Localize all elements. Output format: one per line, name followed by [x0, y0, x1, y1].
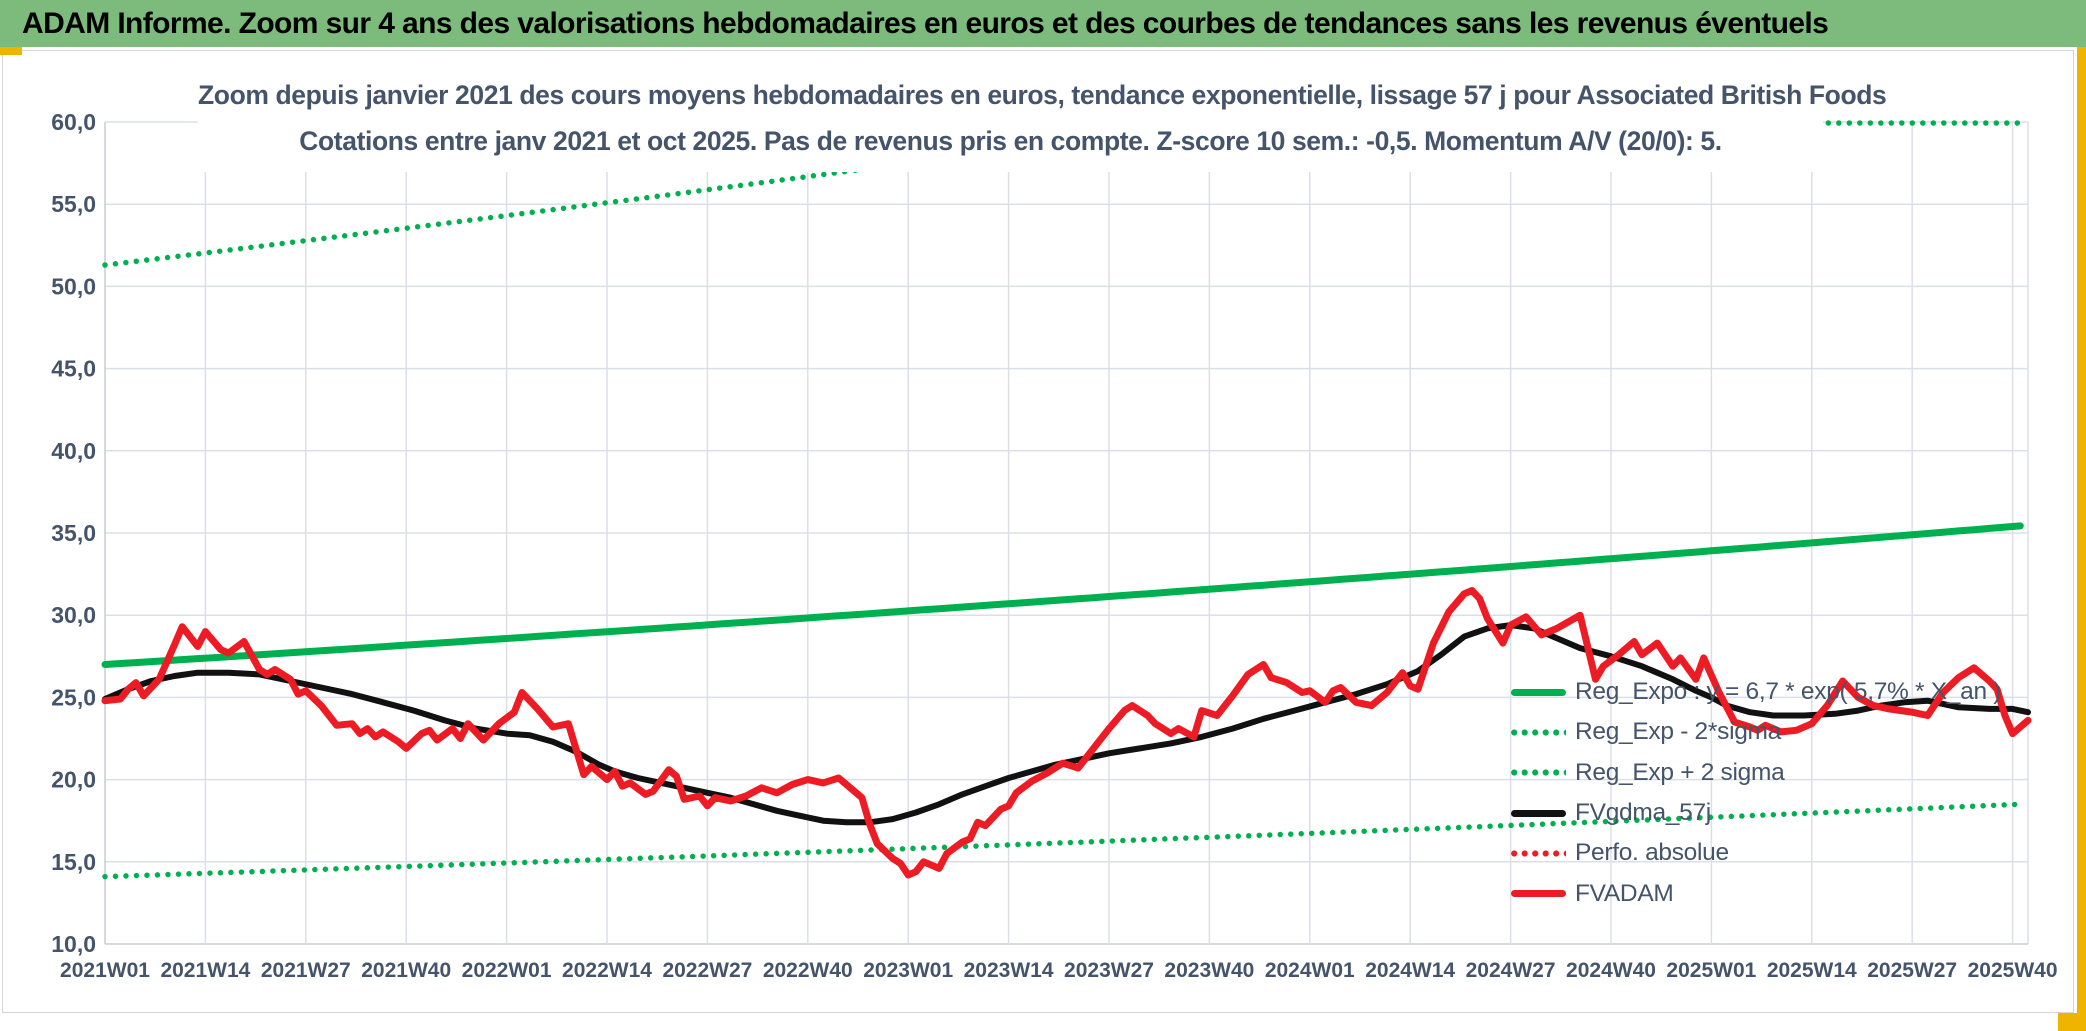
legend-item-reg-exp-plus-2sigma[interactable]: Reg_Exp + 2 sigma: [1511, 753, 2001, 793]
chart-subtitle: Cotations entre janv 2021 et oct 2025. P…: [299, 126, 1722, 156]
chart-panel[interactable]: [2, 50, 2074, 1013]
legend-label: Reg_Exp + 2 sigma: [1575, 758, 1785, 786]
x-tick-label: 2021W40: [361, 959, 451, 982]
y-tick-label: 45,0: [51, 356, 96, 382]
legend-marker-dotted-line-icon: [1511, 849, 1566, 857]
y-tick-label: 25,0: [51, 684, 96, 710]
x-tick-label: 2022W01: [462, 959, 552, 982]
x-tick-label: 2024W27: [1466, 959, 1556, 982]
legend-item-fvgdma-57j[interactable]: FVgdma_57j: [1511, 793, 2001, 833]
legend-label: Reg_Expo : y = 6,7 * exp( 5,7% * X_an ): [1575, 678, 2002, 706]
x-tick-label: 2022W27: [662, 959, 752, 982]
legend-item-reg-exp-minus-2sigma[interactable]: Reg_Exp - 2*sigma: [1511, 712, 2001, 752]
x-tick-label: 2025W14: [1767, 959, 1857, 982]
y-tick-label: 10,0: [51, 931, 96, 957]
x-tick-label: 2021W14: [160, 959, 250, 982]
x-tick-label: 2024W01: [1265, 959, 1355, 982]
x-tick-label: 2023W27: [1064, 959, 1154, 982]
x-tick-label: 2023W14: [964, 959, 1054, 982]
legend-label: Perfo. absolue: [1575, 839, 1729, 867]
legend-label: FVADAM: [1575, 879, 1674, 907]
x-tick-label: 2021W27: [261, 959, 351, 982]
chart-title-box: Zoom depuis janvier 2021 des cours moyen…: [198, 72, 1887, 172]
x-tick-label: 2025W40: [1968, 959, 2058, 982]
series-reg-exp-minus-2sigma: [102, 801, 2024, 880]
legend-marker-dotted-line-icon: [1511, 769, 1566, 777]
series-fvadam: [101, 587, 2032, 879]
yellow-accent-chip: [0, 47, 22, 55]
x-tick-label: 2022W40: [763, 959, 853, 982]
y-tick-label: 55,0: [51, 191, 96, 217]
legend-marker-dotted-line-icon: [1511, 728, 1566, 736]
chart-legend: Reg_Expo : y = 6,7 * exp( 5,7% * X_an ) …: [1511, 672, 2001, 914]
legend-marker-line-icon: [1511, 688, 1566, 696]
legend-label: FVgdma_57j: [1575, 799, 1711, 827]
legend-item-fvadam[interactable]: FVADAM: [1511, 873, 2001, 913]
y-tick-label: 30,0: [51, 602, 96, 628]
legend-label: Reg_Exp - 2*sigma: [1575, 718, 1781, 746]
x-tick-label: 2023W01: [863, 959, 953, 982]
y-tick-label: 50,0: [51, 273, 96, 299]
legend-marker-line-icon: [1511, 809, 1566, 817]
y-tick-label: 60,0: [51, 109, 96, 135]
y-tick-label: 15,0: [51, 849, 96, 875]
x-tick-label: 2021W01: [60, 959, 150, 982]
y-tick-label: 20,0: [51, 767, 96, 793]
y-tick-label: 35,0: [51, 520, 96, 546]
x-tick-label: 2022W14: [562, 959, 652, 982]
x-tick-label: 2025W27: [1867, 959, 1957, 982]
legend-marker-line-icon: [1511, 890, 1566, 898]
legend-item-perfo-absolue[interactable]: Perfo. absolue: [1511, 833, 2001, 873]
yellow-accent-corner: [2058, 1013, 2086, 1031]
series-fvgdma-57j: [102, 622, 2031, 826]
yellow-accent-strip: [2077, 47, 2086, 1031]
legend-item-reg-expo[interactable]: Reg_Expo : y = 6,7 * exp( 5,7% * X_an ): [1511, 672, 2001, 712]
series-reg-expo: [101, 522, 2024, 668]
x-tick-label: 2025W01: [1666, 959, 1756, 982]
y-tick-label: 40,0: [51, 438, 96, 464]
chart-title: Zoom depuis janvier 2021 des cours moyen…: [198, 80, 1887, 110]
x-tick-label: 2024W40: [1566, 959, 1656, 982]
x-tick-label: 2023W40: [1164, 959, 1254, 982]
x-tick-label: 2024W14: [1365, 959, 1455, 982]
sheet-header-title: ADAM Informe. Zoom sur 4 ans des valoris…: [0, 0, 2086, 47]
